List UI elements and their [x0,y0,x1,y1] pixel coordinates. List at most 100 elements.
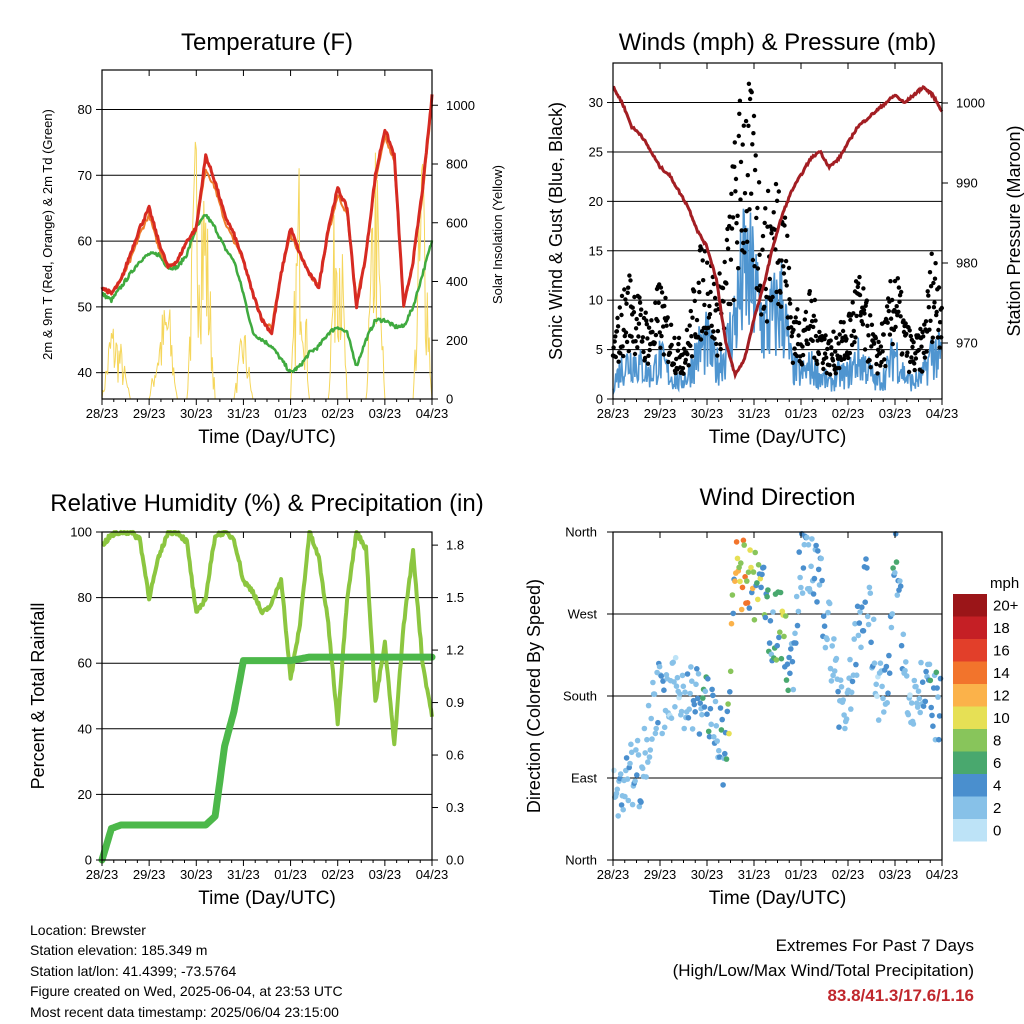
gust-point [864,298,869,303]
direction-point [840,697,846,703]
y-tick-label: 5 [596,342,603,357]
gust-point [809,319,815,324]
gust-point [931,305,937,310]
gust-point [923,319,929,324]
y-tick-label: 80 [78,102,92,117]
x-axis-label: Time (Day/UTC) [198,888,336,909]
gust-point [939,335,944,340]
direction-point [886,670,893,676]
colorbar-swatch [953,729,987,752]
gust-point [901,318,906,323]
direction-point [704,711,710,717]
direction-point [857,609,863,615]
gust-point [718,346,723,352]
gust-point [897,299,902,304]
direction-point [831,636,837,642]
direction-point [874,693,880,699]
gust-point [912,367,917,373]
gust-point [751,131,756,136]
direction-point [884,700,890,706]
direction-point [736,564,742,571]
gust-point [792,346,797,351]
direction-point [789,658,796,665]
direction-point [890,565,896,571]
direction-point [815,566,822,573]
y-tick-label: 20 [78,787,92,802]
direction-point [740,537,747,544]
y-right-tick-label: 1000 [446,98,475,113]
direction-point [905,711,912,718]
gust-point [791,327,796,333]
gust-point [883,363,888,369]
x-tick-label: 30/23 [180,406,213,421]
gust-point [746,81,752,87]
gust-point [624,301,629,306]
direction-point [930,723,936,729]
direction-point [741,542,747,548]
gust-point [720,285,726,291]
gust-point [706,325,711,330]
direction-point [851,636,857,642]
gust-point [688,308,693,314]
gust-point [931,280,936,286]
y-tick-label: 60 [78,234,92,249]
direction-point [848,706,854,712]
gust-point [711,281,717,287]
gust-point [815,361,820,367]
gust-point [900,351,905,356]
direction-point [737,578,743,585]
gust-point [750,142,755,147]
gust-point [738,197,743,202]
gust-point [709,323,714,328]
direction-point [738,606,745,613]
gust-point [711,329,716,334]
direction-point [633,747,639,753]
gust-point [830,358,836,363]
direction-point [649,736,655,742]
gust-point [862,347,868,352]
extremes-title: Extremes For Past 7 Days [775,936,974,955]
gust-point [848,317,853,323]
direction-point [755,596,761,603]
direction-point [926,661,933,668]
x-tick-label: 31/23 [738,867,771,882]
direction-point [692,709,698,715]
gust-point [729,191,734,196]
gust-point [692,298,697,304]
gust-point [908,333,913,339]
gust-point [888,316,894,321]
direction-point [618,802,625,808]
gust-point [626,285,631,290]
direction-point [615,813,621,819]
gust-point [867,358,872,363]
direction-point [634,772,640,778]
direction-point [635,752,642,758]
direction-point [854,603,861,610]
direction-point [855,632,862,639]
gust-point [857,292,863,298]
direction-point [684,671,691,677]
gust-point [875,347,881,352]
direction-point [860,628,867,634]
gust-point [742,191,748,196]
direction-point [754,580,760,586]
direction-point [777,589,784,596]
y-right-tick-label: 0 [446,392,453,407]
gust-point [827,363,832,368]
colorbar-label: 12 [993,687,1010,704]
colorbar-label: 4 [993,777,1001,794]
direction-point [694,695,701,702]
gust-point [684,327,690,333]
gust-point [653,300,658,305]
gust-point [811,313,816,318]
direction-point [710,692,716,699]
direction-point [793,640,799,646]
gust-point [875,371,880,376]
gust-point [736,133,741,139]
direction-point [936,736,942,743]
gust-point [745,239,750,244]
direction-point [762,614,769,621]
gust-point [762,304,767,309]
gust-point [820,360,825,366]
gust-point [741,240,746,246]
